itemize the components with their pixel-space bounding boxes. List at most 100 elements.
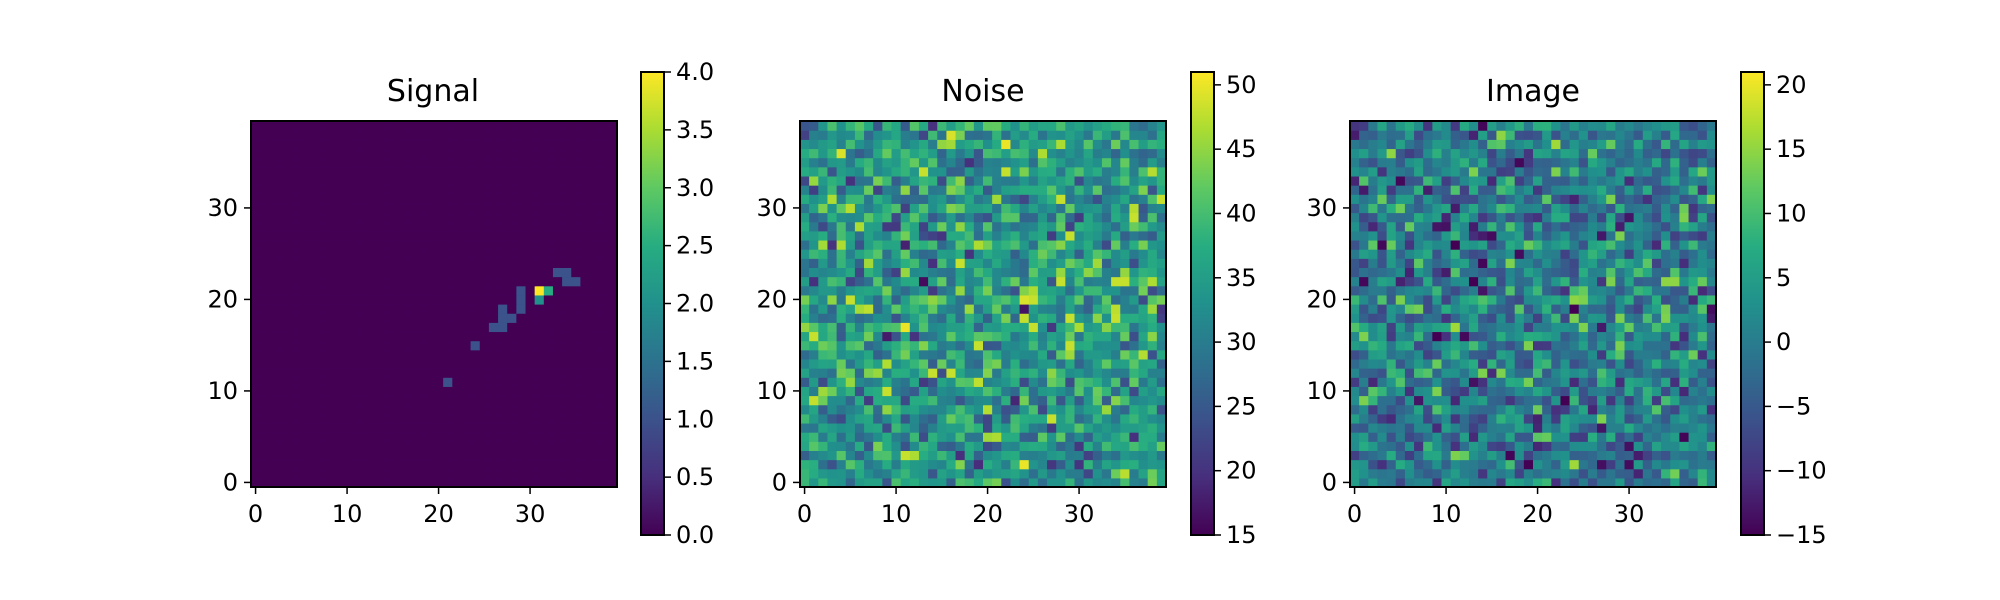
heatmap-cell <box>946 194 957 204</box>
heatmap-cell <box>534 304 545 314</box>
heatmap-cell <box>1350 459 1360 470</box>
heatmap-cell <box>946 221 957 232</box>
heatmap-cell <box>1661 450 1671 461</box>
heatmap-cell <box>452 230 463 241</box>
heatmap-cell <box>1147 422 1158 433</box>
heatmap-cell <box>580 185 591 195</box>
heatmap-cell <box>1377 157 1388 168</box>
heatmap-cell <box>873 139 883 150</box>
heatmap-cell <box>1368 203 1379 214</box>
heatmap-cell <box>552 148 563 159</box>
heatmap-cell <box>278 157 289 168</box>
heatmap-cell <box>452 258 463 268</box>
heatmap-cell <box>1092 294 1103 305</box>
heatmap-cell <box>937 294 947 305</box>
heatmap-cell <box>1487 395 1497 406</box>
heatmap-cell <box>1432 432 1443 442</box>
heatmap-cell <box>928 276 938 287</box>
heatmap-cell <box>1350 450 1360 461</box>
heatmap-cell <box>1569 166 1580 177</box>
heatmap-cell <box>251 194 261 204</box>
heatmap-cell <box>1138 221 1149 232</box>
heatmap-cell <box>260 148 270 159</box>
heatmap-cell <box>269 249 280 259</box>
heatmap-cell <box>1670 148 1680 159</box>
heatmap-cell <box>333 285 344 296</box>
heatmap-cell <box>488 404 499 415</box>
heatmap-cell <box>287 404 298 415</box>
heatmap-cell <box>571 212 581 223</box>
heatmap-cell <box>1606 175 1616 186</box>
heatmap-cell <box>589 194 600 204</box>
heatmap-cell <box>1019 358 1030 369</box>
heatmap-cell <box>818 148 829 159</box>
heatmap-cell <box>1404 349 1415 360</box>
heatmap-cell <box>525 459 536 470</box>
heatmap-cell <box>589 230 600 241</box>
heatmap-cell <box>1120 395 1130 406</box>
heatmap-cell <box>864 221 874 232</box>
heatmap-cell <box>434 276 444 287</box>
heatmap-cell <box>479 395 490 406</box>
heatmap-cell <box>1642 459 1653 470</box>
heatmap-cell <box>1578 157 1589 168</box>
heatmap-cell <box>1414 441 1424 451</box>
heatmap-cell <box>1542 276 1552 287</box>
heatmap-cell <box>287 166 298 177</box>
heatmap-cell <box>434 285 444 296</box>
heatmap-cell <box>1533 358 1543 369</box>
heatmap-cell <box>324 221 334 232</box>
heatmap-cell <box>1523 304 1534 314</box>
heatmap-cell <box>964 422 975 433</box>
heatmap-cell <box>1615 358 1626 369</box>
heatmap-cell <box>525 130 536 140</box>
heatmap-cell <box>1010 230 1021 241</box>
heatmap-cell <box>955 441 966 451</box>
heatmap-cell <box>598 121 609 131</box>
heatmap-cell <box>1560 322 1571 333</box>
heatmap-cell <box>315 432 325 442</box>
heatmap-cell <box>1441 468 1452 479</box>
heatmap-cell <box>1597 313 1607 323</box>
heatmap-cell <box>1350 230 1360 241</box>
heatmap-cell <box>278 285 289 296</box>
heatmap-cell <box>1074 377 1085 387</box>
heatmap-cell <box>992 203 1002 214</box>
heatmap-cell <box>1368 267 1379 278</box>
heatmap-cell <box>1377 459 1388 470</box>
heatmap-cell <box>1597 221 1607 232</box>
heatmap-cell <box>964 477 975 488</box>
heatmap-cell <box>598 331 609 342</box>
heatmap-cell <box>1459 166 1470 177</box>
heatmap-cell <box>983 221 993 232</box>
heatmap-cell <box>1688 477 1699 488</box>
heatmap-cell <box>800 249 810 259</box>
heatmap-cell <box>1633 441 1644 451</box>
heatmap-cell <box>1111 230 1121 241</box>
heatmap-cell <box>937 221 947 232</box>
colorbar-tick-label: 20 <box>1226 457 1257 485</box>
heatmap-cell <box>388 413 398 424</box>
heatmap-cell <box>909 441 920 451</box>
heatmap-cell <box>470 331 481 342</box>
heatmap-cell <box>818 139 829 150</box>
heatmap-cell <box>946 422 957 433</box>
heatmap-cell <box>1597 230 1607 241</box>
heatmap-cell <box>1028 413 1039 424</box>
heatmap-cell <box>360 130 371 140</box>
heatmap-cell <box>251 422 261 433</box>
heatmap-cell <box>1533 349 1543 360</box>
heatmap-cell <box>1441 304 1452 314</box>
heatmap-cell <box>525 239 536 250</box>
heatmap-cell <box>891 230 902 241</box>
heatmap-cell <box>1037 322 1048 333</box>
heatmap-cell <box>607 413 618 424</box>
heatmap-cell <box>1037 139 1048 150</box>
heatmap-cell <box>1138 358 1149 369</box>
heatmap-cell <box>351 239 362 250</box>
heatmap-cell <box>1487 377 1497 387</box>
heatmap-cell <box>333 139 344 150</box>
heatmap-cell <box>1569 139 1580 150</box>
heatmap-cell <box>424 322 435 333</box>
heatmap-cell <box>434 267 444 278</box>
